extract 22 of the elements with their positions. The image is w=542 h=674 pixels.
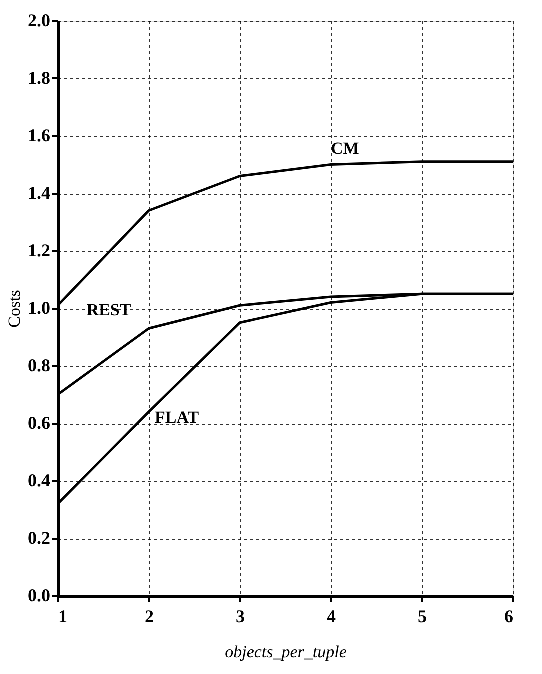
y-tick-label: 1.4 (28, 183, 50, 203)
y-tick-label: 0.0 (28, 586, 50, 606)
y-tick-label: 1.8 (28, 68, 50, 88)
y-tick-label: 1.2 (28, 240, 50, 260)
series-label: REST (86, 300, 132, 320)
y-tick-label: 1.6 (28, 126, 50, 146)
x-tick-label: 1 (58, 606, 68, 626)
x-tick-label: 3 (236, 606, 245, 626)
y-tick-label: 0.4 (28, 470, 50, 490)
x-tick-label: 6 (504, 606, 514, 626)
x-tick-label: 4 (327, 606, 336, 626)
y-tick-label: 1.0 (28, 298, 50, 318)
x-tick-label: 5 (418, 606, 427, 626)
y-tick-label: 0.2 (28, 528, 50, 548)
x-tick-label: 2 (145, 606, 154, 626)
x-axis-title: objects_per_tuple (225, 642, 348, 662)
y-axis-title: Costs (5, 290, 24, 328)
y-tick-label: 0.6 (28, 413, 50, 433)
series-label: CM (331, 138, 360, 158)
series-label: FLAT (155, 408, 200, 427)
y-tick-label: 2.0 (28, 10, 50, 30)
y-tick-label: 0.8 (28, 356, 50, 376)
